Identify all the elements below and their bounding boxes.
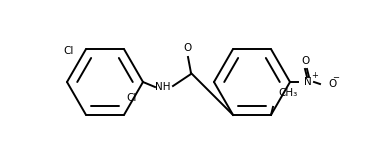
Text: N: N [304, 77, 312, 87]
Text: O: O [184, 43, 192, 53]
Text: −: − [333, 73, 340, 83]
Text: O: O [301, 56, 309, 66]
Text: +: + [312, 71, 318, 81]
Text: CH₃: CH₃ [278, 88, 297, 98]
Text: NH: NH [155, 82, 171, 92]
Text: Cl: Cl [126, 93, 137, 103]
Text: Cl: Cl [64, 46, 74, 56]
Text: O: O [328, 79, 336, 89]
